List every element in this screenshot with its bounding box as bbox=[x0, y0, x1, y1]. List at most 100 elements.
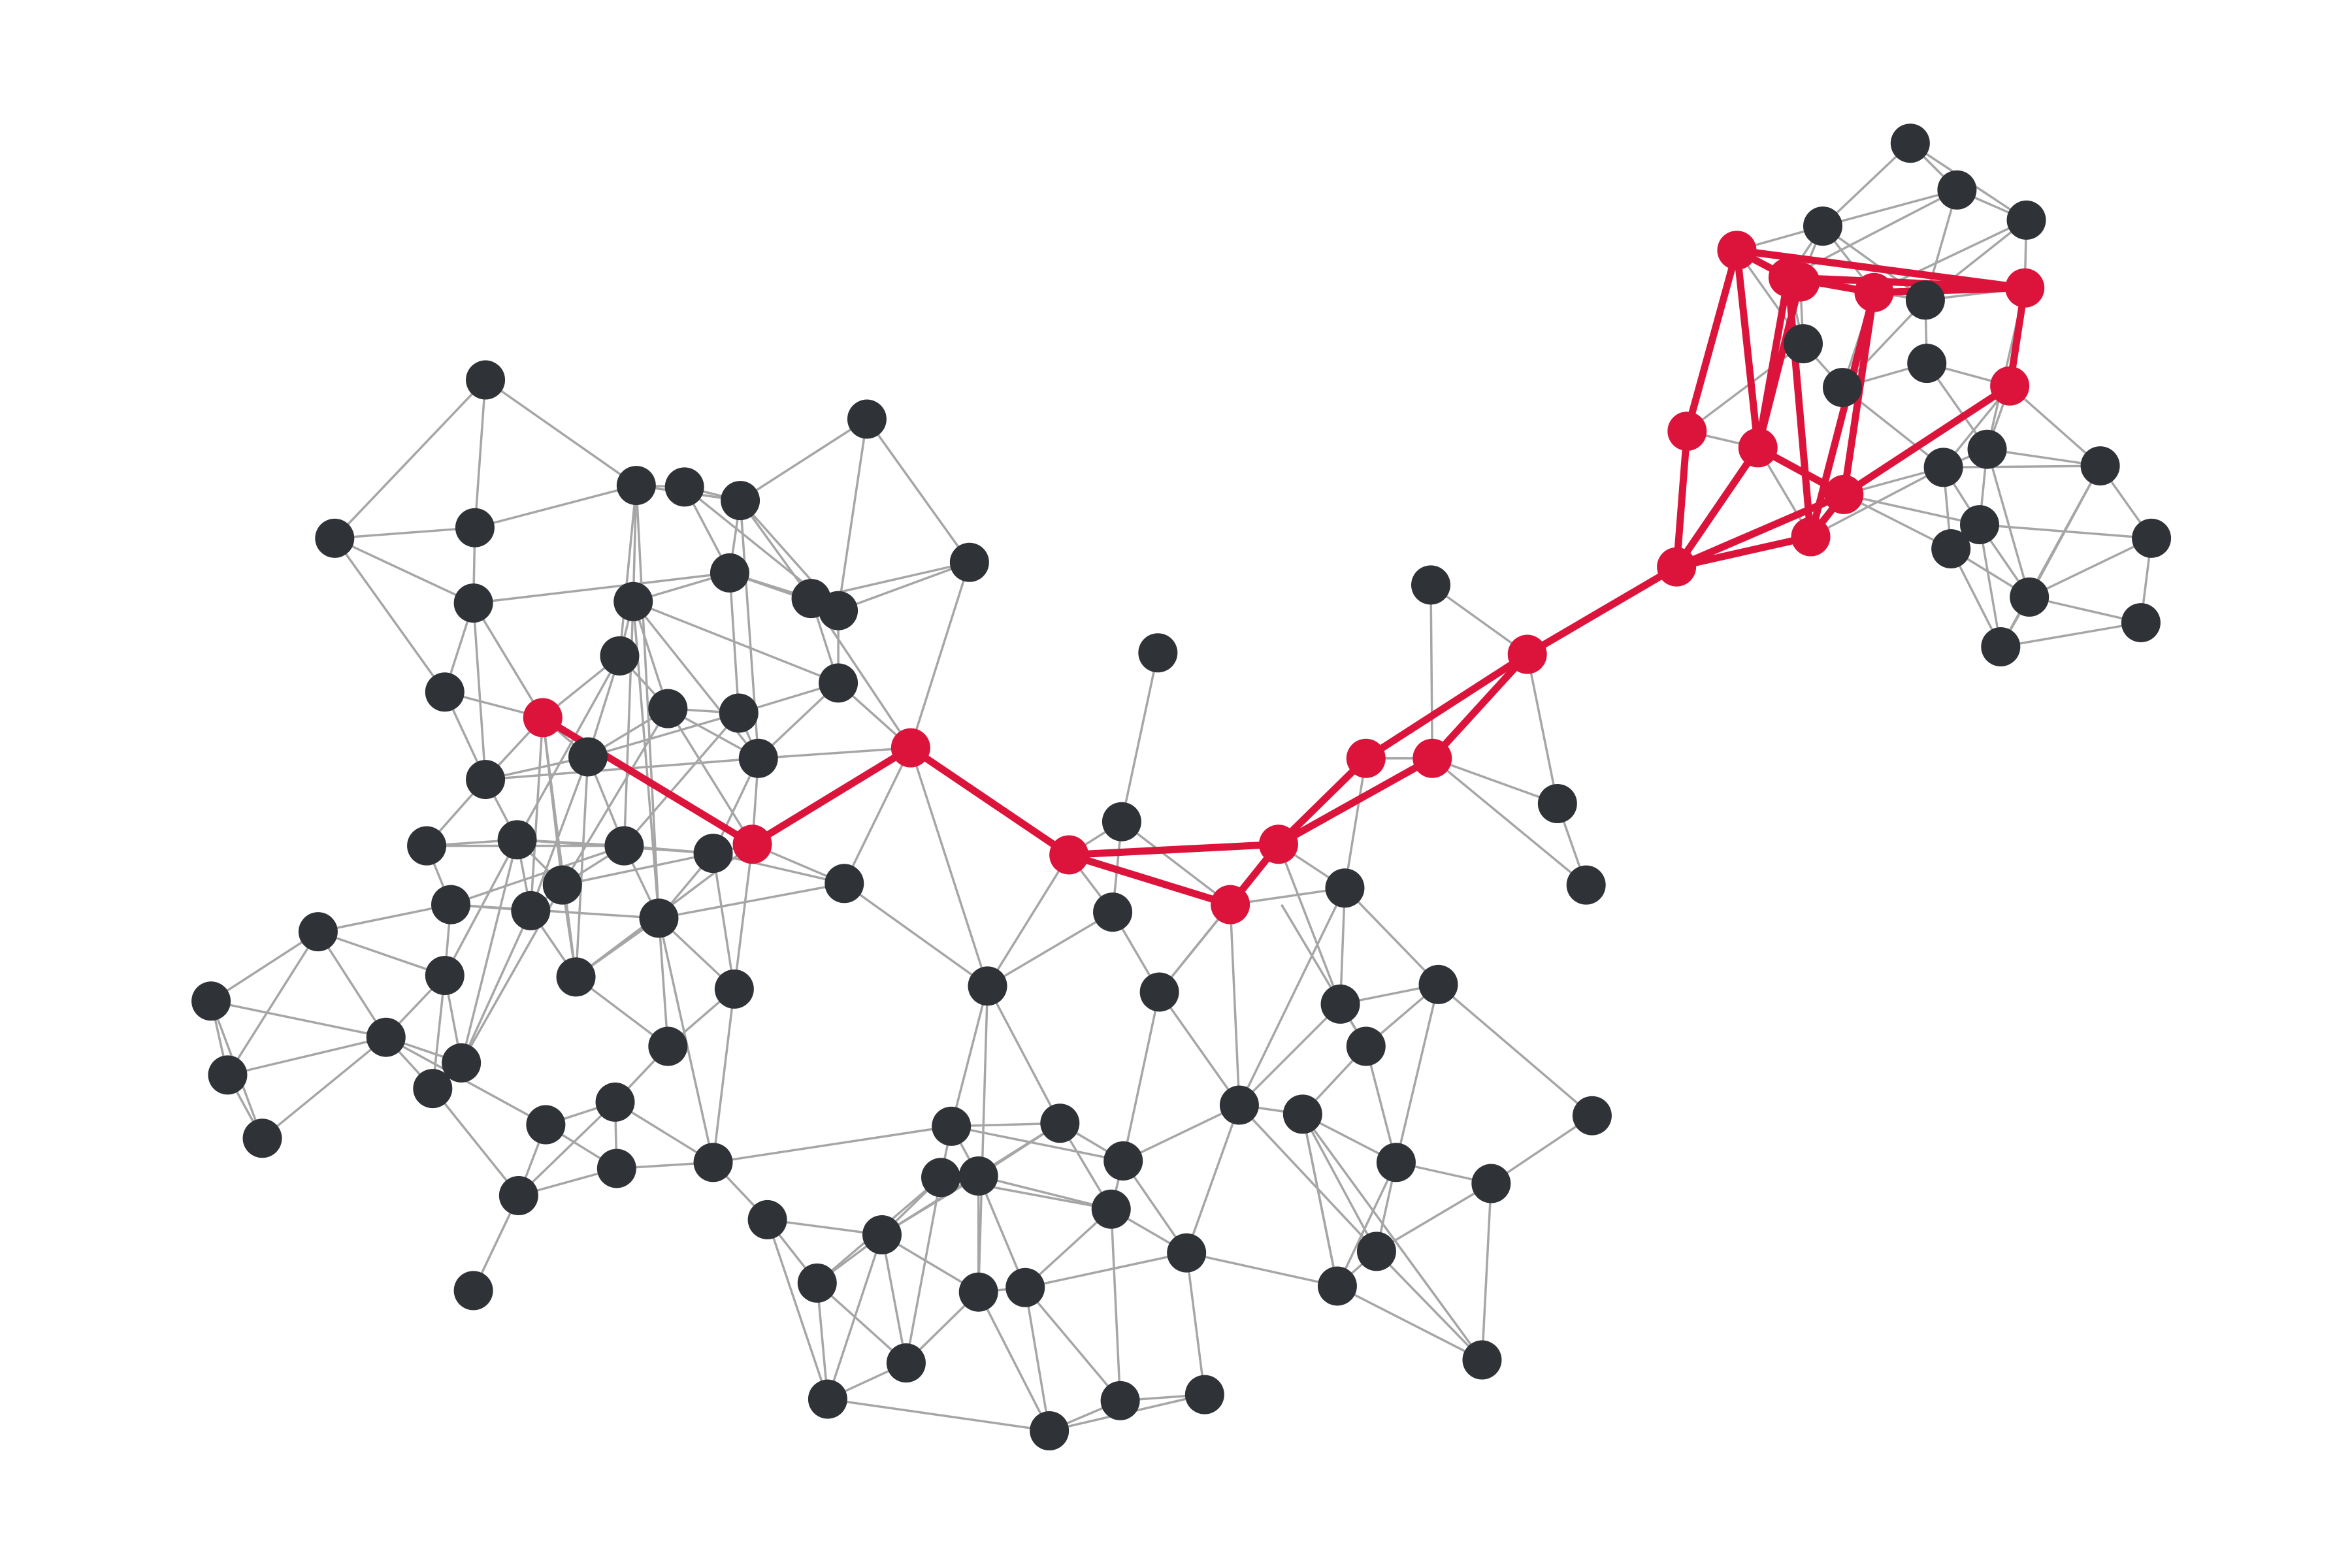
graph-node bbox=[664, 467, 704, 507]
graph-node bbox=[1040, 1103, 1080, 1143]
highlighted-node bbox=[1824, 474, 1864, 514]
graph-node bbox=[808, 1379, 847, 1419]
graph-edge bbox=[1336, 1162, 1397, 1287]
graph-node bbox=[1803, 206, 1842, 246]
graph-edge bbox=[711, 988, 736, 1163]
graph-edge bbox=[474, 380, 487, 528]
graph-edge bbox=[1365, 1046, 1397, 1163]
graph-edge bbox=[1431, 757, 1558, 805]
highlighted-node bbox=[1413, 738, 1452, 778]
graph-node bbox=[366, 1017, 406, 1057]
highlighted-node bbox=[1507, 634, 1547, 674]
graph-node bbox=[413, 1069, 453, 1109]
graph-edge bbox=[1985, 449, 2031, 598]
graph-node bbox=[1784, 324, 1823, 364]
graph-edge bbox=[1229, 904, 1241, 1105]
graph-edge bbox=[978, 1175, 1112, 1211]
graph-edge bbox=[562, 852, 713, 887]
highlighted-path-edge bbox=[1065, 851, 1234, 909]
graph-edge bbox=[1337, 1284, 1483, 1362]
graph-node bbox=[886, 1343, 926, 1383]
graph-node bbox=[425, 672, 465, 712]
graph-edge bbox=[1343, 758, 1367, 889]
highlighted-node bbox=[1258, 825, 1298, 864]
graph-edge bbox=[334, 537, 474, 604]
graph-edge bbox=[226, 931, 319, 1076]
graph-node bbox=[1139, 972, 1179, 1012]
highlighted-path-edge bbox=[907, 744, 1073, 858]
graph-edge bbox=[485, 379, 637, 487]
graph-edge bbox=[1480, 1183, 1493, 1360]
graph-edge bbox=[1024, 1251, 1187, 1289]
graph-node bbox=[1376, 1143, 1416, 1183]
graph-edge bbox=[632, 600, 839, 685]
graph-edge bbox=[827, 1397, 1050, 1432]
graph-edge bbox=[977, 986, 989, 1292]
graph-node bbox=[747, 1200, 787, 1239]
highlighted-path-edge bbox=[1807, 289, 1878, 541]
graph-edge bbox=[950, 985, 989, 1127]
graph-edge bbox=[460, 839, 519, 1064]
graph-node bbox=[453, 1271, 493, 1311]
graph-node bbox=[1572, 1096, 1612, 1135]
highlighted-node bbox=[1346, 738, 1386, 778]
graph-edge bbox=[2008, 385, 2101, 467]
highlighted-node bbox=[1717, 231, 1757, 270]
graph-node bbox=[466, 360, 506, 400]
graph-edge bbox=[987, 911, 1113, 987]
graph-edge bbox=[1490, 1115, 1593, 1184]
graph-edge bbox=[657, 918, 670, 1047]
graph-edge bbox=[210, 930, 319, 1002]
graph-node bbox=[1093, 892, 1133, 932]
graph-edge bbox=[740, 418, 868, 502]
highlighted-node bbox=[1990, 366, 2030, 406]
graph-edge bbox=[317, 931, 387, 1038]
graph-node bbox=[921, 1158, 960, 1198]
graph-node bbox=[932, 1106, 972, 1146]
graph-edge bbox=[1843, 493, 1980, 526]
graph-node bbox=[958, 1156, 998, 1196]
graph-edge bbox=[711, 853, 736, 990]
graph-edge bbox=[318, 903, 451, 933]
graph-edge bbox=[635, 485, 661, 919]
graph-node bbox=[797, 1263, 837, 1303]
graph-edge bbox=[881, 1234, 907, 1364]
graph-edge bbox=[659, 882, 845, 920]
graph-edge bbox=[843, 882, 988, 987]
graph-node bbox=[595, 1082, 635, 1122]
graph-node bbox=[1823, 368, 1862, 408]
graph-edge bbox=[728, 572, 740, 713]
highlighted-node bbox=[1780, 262, 1820, 302]
graph-node bbox=[466, 760, 506, 800]
graph-edge bbox=[261, 1036, 387, 1139]
graph-edge bbox=[516, 655, 621, 841]
graph-edge bbox=[1185, 1252, 1206, 1395]
graph-node bbox=[604, 826, 644, 866]
graph-node bbox=[1890, 123, 1930, 163]
graph-node bbox=[431, 885, 470, 924]
graph-edge bbox=[450, 844, 625, 906]
graph-edge bbox=[1431, 757, 1587, 886]
graph-node bbox=[1907, 344, 1947, 384]
highlighted-node bbox=[1657, 547, 1697, 587]
graph-node bbox=[1282, 1094, 1322, 1134]
graph-edge bbox=[473, 572, 730, 604]
highlighted-node bbox=[1211, 885, 1250, 924]
highlighted-node bbox=[1854, 272, 1894, 312]
highlighted-path-edge bbox=[1784, 274, 1815, 541]
graph-edge bbox=[1344, 887, 1439, 986]
graph-node bbox=[1418, 964, 1458, 1004]
graph-node bbox=[407, 826, 447, 866]
graph-edge bbox=[1821, 225, 1926, 301]
graph-node bbox=[1030, 1411, 1070, 1450]
graph-edge bbox=[951, 1125, 1124, 1162]
graph-edge bbox=[460, 910, 532, 1064]
graph-node bbox=[497, 820, 537, 860]
graph-edge bbox=[472, 602, 544, 719]
highlighted-node bbox=[523, 698, 563, 738]
graph-edge bbox=[431, 1088, 520, 1197]
nodes-layer bbox=[191, 123, 2172, 1450]
graph-node bbox=[1184, 1375, 1224, 1414]
graph-node bbox=[2121, 603, 2161, 643]
graph-edge bbox=[1185, 1104, 1241, 1254]
